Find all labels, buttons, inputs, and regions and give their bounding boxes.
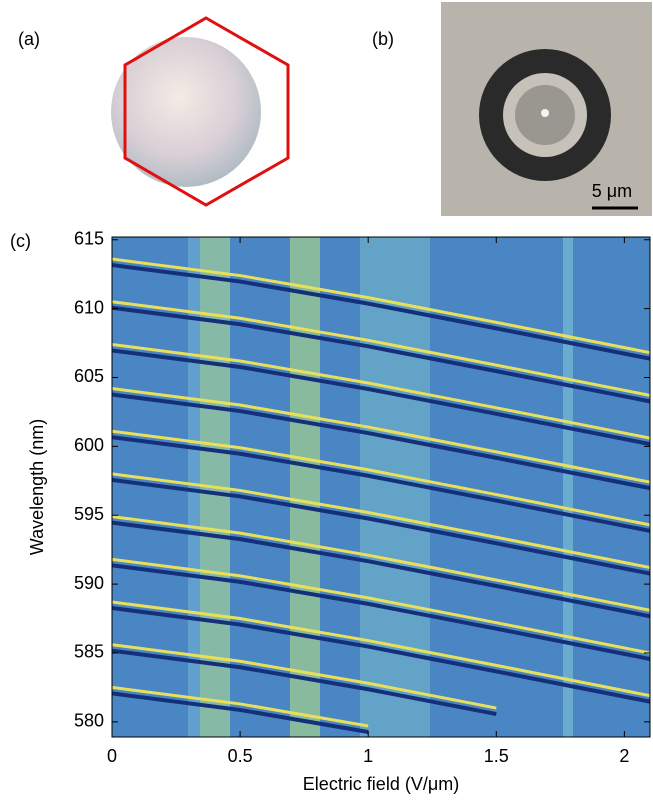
x-axis-label: Electric field (V/μm) [303,774,459,794]
y-tick-label: 600 [74,435,104,455]
x-tick-label: 1.5 [484,746,509,766]
mode-line-shadow [112,520,650,619]
x-tick-label: 2 [619,746,629,766]
y-tick-label: 605 [74,366,104,386]
panel-label: (c) [10,231,31,251]
panel-label: (b) [372,29,394,49]
y-tick-label: 615 [74,229,104,249]
x-tick-label: 0.5 [228,746,253,766]
y-tick-label: 585 [74,642,104,662]
band [290,237,320,737]
mode-line-shadow [112,392,650,491]
y-tick-label: 610 [74,297,104,317]
plot-frame [111,236,651,738]
mode-line [112,300,650,397]
mode-line [112,257,650,355]
scale-bar-label: 5 μm [592,181,632,201]
y-tick-label: 595 [74,504,104,524]
mode-line-shadow [112,435,650,533]
mode-line-shadow [112,348,650,447]
mode-line-shadow [112,691,369,734]
hexagon-path [123,16,290,207]
mode-line-shadow [112,648,497,717]
mode-line [112,429,650,527]
mode-line [112,515,650,612]
mode-line [112,557,650,655]
band [563,237,573,737]
mode-line [112,600,650,698]
sphere [111,37,261,187]
x-tick-label: 0 [107,746,117,766]
mode-line-shadow [112,606,650,704]
mode-line [112,643,497,710]
x-tick-label: 1 [363,746,373,766]
mode-line-shadow [112,263,650,361]
mode-line-shadow [112,477,650,576]
plot-area [112,237,650,737]
mode-line [112,685,369,728]
mode-line [112,342,650,440]
mode-line [112,387,650,484]
y-tick-label: 590 [74,573,104,593]
mode-line [112,472,650,570]
mode-line-shadow [112,563,650,661]
y-tick-label: 580 [74,711,104,731]
panel-label: (a) [18,29,40,49]
ring [541,109,549,117]
mode-line-shadow [112,305,650,404]
y-axis-label: Wavelength (nm) [27,419,47,555]
